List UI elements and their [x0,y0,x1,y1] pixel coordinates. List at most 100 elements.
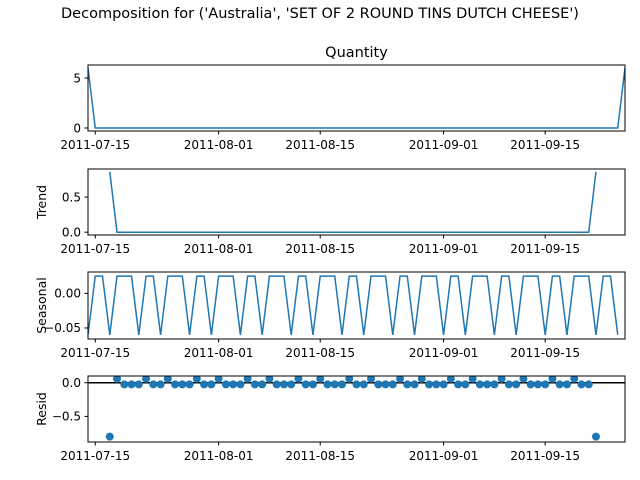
resid-point [425,380,434,389]
resid-point [178,380,187,389]
resid-point [294,376,303,383]
seasonal-xtick-label: 2011-08-01 [184,346,254,360]
resid-point [301,380,310,389]
trend-xtick-label: 2011-09-01 [409,242,479,256]
resid-point [570,376,579,383]
resid-point [417,376,426,383]
resid-point [120,380,129,389]
resid-xtick-label: 2011-07-15 [60,449,130,463]
resid-point [127,380,136,389]
quantity-series-line [88,67,625,129]
resid-point [105,432,114,441]
seasonal-xtick-label: 2011-08-15 [285,346,355,360]
quantity-ytick-label: 5 [73,71,81,85]
resid-point [359,380,368,389]
resid-point [555,380,564,389]
resid-point [200,380,209,389]
quantity-panel-title: Quantity [325,45,388,61]
resid-point [330,380,339,389]
quantity-xtick-label: 2011-09-15 [510,138,580,152]
resid-ytick-label: −0.5 [52,410,81,424]
trend-ylabel: Trend [34,185,49,220]
quantity-axes-frame [87,64,626,132]
resid-point [308,380,317,389]
resid-point [432,380,441,389]
resid-point [562,380,571,389]
resid-point [243,376,252,383]
resid-point [526,380,535,389]
quantity-panel: 0 5 2011-07-15 2011-08-01 2011-08-15 2011-09-… [60,45,626,152]
seasonal-ytick-label: −0.05 [44,321,81,335]
seasonal-panel: −0.05 0.00 2011-07-15 2011-08-01 2011-08-15 2… [34,271,626,360]
resid-point [265,376,274,383]
resid-point [577,380,586,389]
trend-axes-frame [87,168,626,236]
resid-point [279,380,288,389]
resid-point [192,376,201,383]
resid-point [439,380,448,389]
resid-point [287,380,296,389]
quantity-xtick-label: 2011-07-15 [60,138,130,152]
resid-axes-frame [87,375,626,443]
resid-point [475,380,484,389]
resid-point [504,380,513,389]
resid-point [468,376,477,383]
trend-ytick-label: 0.0 [62,225,81,239]
seasonal-xtick-label: 2011-09-15 [510,346,580,360]
resid-point [323,380,332,389]
seasonal-ytick-label: 0.00 [54,287,81,301]
resid-point [497,376,506,383]
resid-point [185,380,194,389]
resid-point [229,380,238,389]
resid-point [396,376,405,383]
resid-xtick-label: 2011-08-15 [285,449,355,463]
resid-point [410,380,419,389]
resid-point [345,376,354,383]
resid-xtick-label: 2011-09-15 [510,449,580,463]
resid-point [483,380,492,389]
resid-point [512,380,521,389]
resid-point [584,380,593,389]
resid-point [461,380,470,389]
resid-point [272,380,281,389]
trend-xtick-label: 2011-08-01 [184,242,254,256]
resid-point [374,380,383,389]
trend-xtick-label: 2011-07-15 [60,242,130,256]
seasonal-ylabel: Seasonal [34,277,49,334]
trend-ytick-label: 0.5 [62,190,81,204]
resid-point [352,380,361,389]
resid-point [388,380,397,389]
resid-point [258,380,267,389]
resid-point [454,380,463,389]
resid-xtick-label: 2011-08-01 [184,449,254,463]
resid-point [381,380,390,389]
resid-point [591,432,600,441]
resid-point [221,380,230,389]
resid-point [519,376,528,383]
seasonal-xtick-label: 2011-09-01 [409,346,479,360]
resid-ylabel: Resid [34,392,49,426]
resid-point [236,380,245,389]
seasonal-axes-frame [87,271,626,340]
seasonal-series-line [88,275,619,335]
trend-series-line [109,171,597,233]
resid-point [149,380,158,389]
trend-xtick-label: 2011-08-15 [285,242,355,256]
quantity-xtick-label: 2011-08-15 [285,138,355,152]
resid-point [113,376,122,383]
resid-point [316,376,325,383]
resid-point [134,380,143,389]
trend-panel: 0.0 0.5 2011-07-15 2011-08-01 2011-08-15 2011… [34,168,626,256]
resid-point [250,380,259,389]
resid-point [403,380,412,389]
resid-point [490,380,499,389]
resid-point [548,376,557,383]
figure-suptitle: Decomposition for ('Australia', 'SET OF … [61,6,579,22]
resid-xtick-label: 2011-09-01 [409,449,479,463]
resid-point [163,376,172,383]
resid-point [156,380,165,389]
resid-point [541,380,550,389]
resid-point [171,380,180,389]
quantity-xtick-label: 2011-09-01 [409,138,479,152]
